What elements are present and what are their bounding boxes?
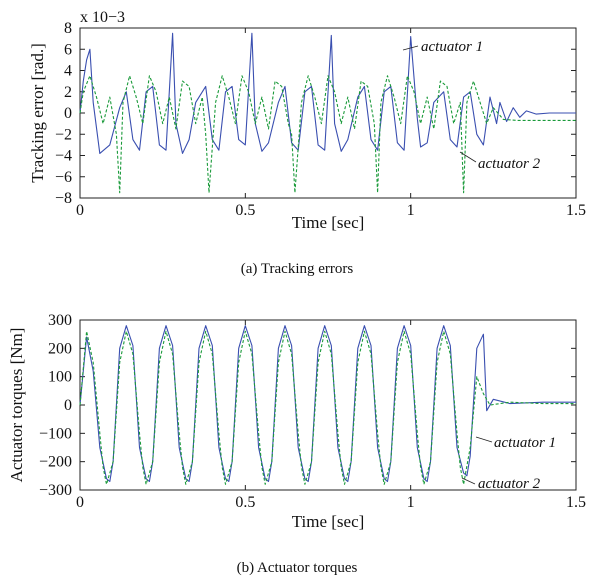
series-line-2-b bbox=[79, 330, 576, 485]
y-axis-label-b: Actuator torques [Nm] bbox=[7, 328, 26, 483]
y-tick-label-a: 8 bbox=[64, 20, 72, 37]
x-tick-label-a: 1 bbox=[407, 202, 415, 219]
x-tick-label-b: 1.5 bbox=[566, 494, 586, 511]
x-axis-label-a: Time [sec] bbox=[292, 213, 365, 232]
y-tick-label-a: 4 bbox=[64, 63, 72, 80]
y-tick-label-b: 200 bbox=[48, 340, 72, 357]
x-ticks-b: 0 0.5 1 1.5 bbox=[76, 320, 586, 511]
y-tick-label-a: −8 bbox=[55, 190, 72, 207]
x-tick-label-b: 0.5 bbox=[235, 494, 255, 511]
annotation-arrow-a2 bbox=[459, 151, 477, 163]
annotation-actuator-1-a: actuator 1 bbox=[421, 39, 483, 55]
annotation-arrow-b2 bbox=[461, 477, 476, 485]
x-tick-label-a: 0 bbox=[76, 202, 84, 219]
y-ticks-a: 8 6 4 2 0 −2 −4 −6 −8 bbox=[55, 20, 576, 207]
x-axis-label-b: Time [sec] bbox=[292, 512, 365, 531]
actuator-torque-chart: 300 200 100 0 −100 −200 −300 0 0.5 1 1.5 Actuator… bbox=[7, 312, 586, 576]
annotation-actuator-1-b: actuator 1 bbox=[494, 435, 556, 451]
annotation-arrow-b1 bbox=[475, 436, 493, 443]
series-line-1-b bbox=[79, 325, 576, 483]
y-multiplier-label: x 10−3 bbox=[80, 9, 125, 26]
x-tick-label-b: 0 bbox=[76, 494, 84, 511]
x-tick-label-a: 1.5 bbox=[566, 202, 586, 219]
plot-frame-a bbox=[79, 27, 577, 199]
x-ticks-a: 0 0.5 1 1.5 bbox=[76, 28, 586, 219]
series-line-1-a bbox=[79, 32, 576, 154]
annotation-arrow-a1 bbox=[402, 45, 419, 51]
x-tick-label-a: 0.5 bbox=[235, 202, 255, 219]
y-tick-label-a: 0 bbox=[64, 105, 72, 122]
y-tick-label-b: −300 bbox=[39, 482, 72, 499]
y-tick-label-b: 100 bbox=[48, 369, 72, 386]
series-line-2-a bbox=[79, 75, 576, 194]
y-tick-label-a: −2 bbox=[55, 126, 72, 143]
tracking-error-chart: x 10−3 8 6 4 2 0 −2 −4 −6 −8 0 0.5 1 1.5 Tracking e… bbox=[28, 9, 586, 277]
y-ticks-b: 300 200 100 0 −100 −200 −300 bbox=[39, 312, 576, 499]
plot-frame-b bbox=[79, 319, 577, 491]
caption-b: (b) Actuator torques bbox=[237, 560, 358, 576]
y-tick-label-b: −200 bbox=[39, 454, 72, 471]
caption-a: (a) Tracking errors bbox=[241, 261, 354, 277]
y-tick-label-a: 6 bbox=[64, 41, 72, 58]
y-tick-label-b: 300 bbox=[48, 312, 72, 329]
y-tick-label-b: 0 bbox=[64, 397, 72, 414]
series-lines-a bbox=[79, 32, 576, 194]
y-tick-label-a: −6 bbox=[55, 169, 72, 186]
y-axis-label-a: Tracking error [rad.] bbox=[28, 43, 47, 183]
y-tick-label-a: −4 bbox=[55, 148, 72, 165]
annotation-actuator-2-b: actuator 2 bbox=[478, 476, 541, 492]
x-tick-label-b: 1 bbox=[407, 494, 415, 511]
annotation-actuator-2-a: actuator 2 bbox=[478, 156, 541, 172]
y-tick-label-b: −100 bbox=[39, 425, 72, 442]
series-lines-b bbox=[79, 325, 576, 485]
y-tick-label-a: 2 bbox=[64, 84, 72, 101]
